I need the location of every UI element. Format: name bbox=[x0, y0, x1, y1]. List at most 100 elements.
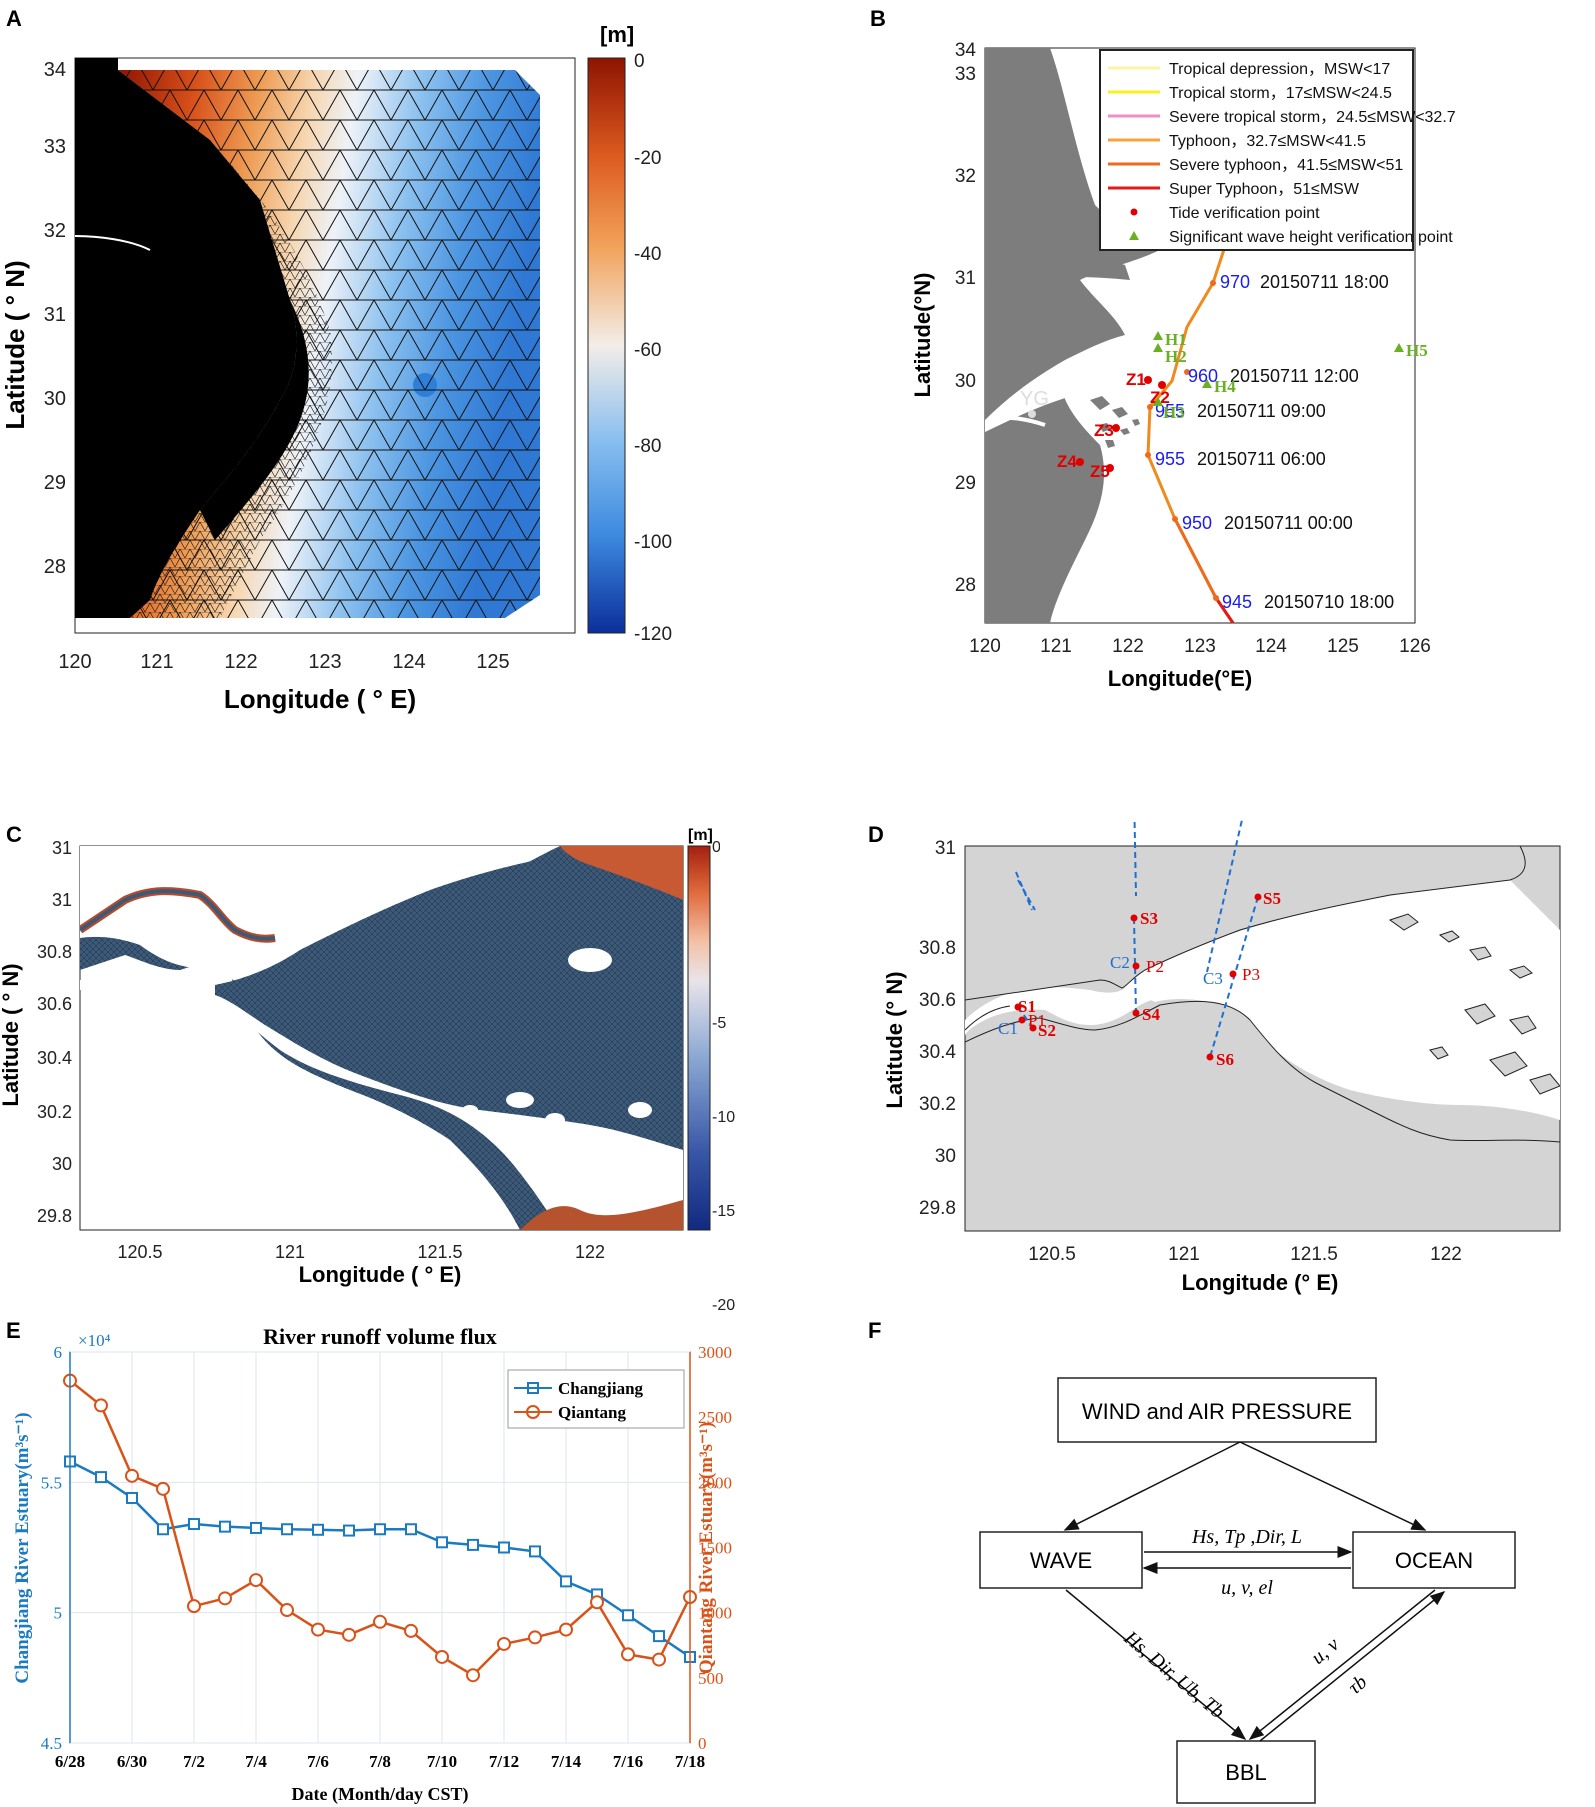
point-changjiang bbox=[653, 1630, 665, 1643]
point-qiantang bbox=[466, 1668, 480, 1683]
cbar-tick: 0 bbox=[712, 839, 720, 856]
cbar-tick: -20 bbox=[712, 1297, 736, 1314]
tick: 120 bbox=[969, 636, 1001, 657]
x-tick-label: 7/10 bbox=[427, 1752, 457, 1771]
legend-item: Severe typhoon，41.5≤MSW<51 bbox=[1169, 157, 1403, 174]
section-label-c1: C1 bbox=[998, 1019, 1018, 1038]
tick: 125 bbox=[1327, 636, 1359, 657]
tide-points: Z1 Z2 Z3 Z4 Z5 bbox=[1057, 370, 1170, 481]
point-qiantang bbox=[187, 1599, 201, 1614]
x-tick-label: 6/28 bbox=[55, 1752, 85, 1771]
point-changjiang bbox=[529, 1545, 541, 1558]
x-tick-label: 7/18 bbox=[675, 1752, 705, 1771]
tick: 121.5 bbox=[1290, 1244, 1338, 1265]
typhoon-track bbox=[1145, 224, 1235, 624]
tick: 28 bbox=[955, 575, 976, 596]
city-label: YG bbox=[1020, 388, 1049, 410]
section-label-c2: C2 bbox=[1110, 953, 1130, 972]
point-qiantang bbox=[435, 1649, 449, 1664]
point-changjiang bbox=[250, 1521, 262, 1534]
pressure-960: 960 bbox=[1188, 366, 1218, 386]
station-s1: S1 bbox=[1018, 997, 1036, 1016]
wave-h5: H5 bbox=[1406, 341, 1428, 360]
chart-left-exponent: ×10⁴ bbox=[78, 1331, 111, 1350]
station-s6: S6 bbox=[1216, 1050, 1234, 1069]
time-950: 20150711 00:00 bbox=[1224, 513, 1353, 533]
x-tick-label: 7/4 bbox=[245, 1752, 267, 1771]
tick: 33 bbox=[955, 64, 976, 85]
tick: 30 bbox=[44, 388, 66, 410]
legend-changjiang: Changjiang bbox=[558, 1379, 644, 1398]
cbar-tick: -5 bbox=[712, 1015, 727, 1032]
legend-item: Super Typhoon，51≤MSW bbox=[1169, 181, 1360, 198]
legend-item: Significant wave height verification poi… bbox=[1169, 229, 1453, 246]
pressure-955b: 955 bbox=[1155, 449, 1185, 469]
panel-d-xlabel: Longitude (° E) bbox=[1182, 1270, 1339, 1295]
box-wave-label: WAVE bbox=[1030, 1548, 1092, 1573]
point-p1: P1 bbox=[1028, 1011, 1046, 1030]
cbar-tick: 0 bbox=[634, 51, 645, 72]
tick: 30 bbox=[955, 371, 976, 392]
panel-c-colorbar bbox=[687, 845, 711, 1231]
panel-e-runoff-chart: 6/28 6/30 7/2 7/4 7/6 7/8 7/10 7/12 7/14 7/16 7/18… bbox=[12, 1324, 732, 1805]
point-changjiang bbox=[436, 1536, 448, 1549]
point-p2: P2 bbox=[1146, 957, 1164, 976]
point-qiantang bbox=[652, 1652, 666, 1667]
wave-h1: H1 bbox=[1165, 330, 1187, 349]
tick: 121 bbox=[1040, 636, 1072, 657]
tide-z4: Z4 bbox=[1057, 452, 1077, 471]
panel-b-typhoon-track: 970 20150711 18:00 960 20150711 12:00 95… bbox=[910, 40, 1456, 691]
point-qiantang bbox=[125, 1468, 139, 1483]
tick: 120 bbox=[58, 651, 91, 673]
point-qiantang bbox=[218, 1591, 232, 1606]
panel-a-ylabel: Latitude ( ° N) bbox=[0, 260, 30, 429]
point-labels: P1 P2 P3 bbox=[1028, 957, 1260, 1030]
point-changjiang bbox=[188, 1518, 200, 1531]
point-changjiang bbox=[498, 1541, 510, 1554]
panel-label-b: B bbox=[870, 6, 886, 31]
tick: 30.8 bbox=[919, 938, 956, 959]
point-qiantang bbox=[590, 1595, 604, 1610]
point-qiantang bbox=[528, 1630, 542, 1645]
panel-label-f: F bbox=[868, 1318, 882, 1343]
station-s4: S4 bbox=[1142, 1005, 1160, 1024]
panel-c-ylabel: Latitude ( ° N) bbox=[0, 963, 23, 1106]
track-labels: 970 20150711 18:00 960 20150711 12:00 95… bbox=[1155, 272, 1394, 612]
panel-a-colorbar-unit: [m] bbox=[600, 22, 634, 47]
cbar-tick: -15 bbox=[712, 1203, 736, 1220]
point-changjiang bbox=[95, 1471, 107, 1484]
panel-c-colorbar-unit: [m] bbox=[688, 827, 713, 844]
panel-d-y-ticks: 29.8 30 30.2 30.4 30.6 30.8 31 bbox=[919, 838, 956, 1219]
tick: 29.8 bbox=[919, 1198, 956, 1219]
tick: 29 bbox=[955, 473, 976, 494]
point-qiantang bbox=[497, 1636, 511, 1651]
section-c3 bbox=[1206, 820, 1243, 973]
panel-c-y-ticks: 29.8 30 30.2 30.4 30.6 30.8 31 31 bbox=[37, 838, 72, 1226]
right-tick-label: 1000 bbox=[698, 1604, 732, 1623]
right-tick-label: 2000 bbox=[698, 1473, 732, 1492]
tick: 32 bbox=[44, 220, 66, 242]
tick: 124 bbox=[1255, 636, 1287, 657]
tick: 30.2 bbox=[37, 1102, 72, 1122]
panel-label-d: D bbox=[868, 822, 884, 847]
tick: 31 bbox=[52, 838, 72, 858]
tick: 31 bbox=[935, 838, 956, 859]
panel-a-x-ticks: 120 121 122 123 124 125 bbox=[58, 651, 509, 673]
x-tick-label: 7/14 bbox=[551, 1752, 582, 1771]
label-bbl-to-ocean: τb bbox=[1344, 1671, 1371, 1699]
left-tick-label: 6 bbox=[54, 1343, 63, 1362]
tick: 125 bbox=[476, 651, 509, 673]
tick: 122 bbox=[1112, 636, 1144, 657]
legend-item: Typhoon，32.7≤MSW<41.5 bbox=[1169, 133, 1366, 150]
x-tick-label: 7/12 bbox=[489, 1752, 519, 1771]
city-dot bbox=[1028, 410, 1036, 418]
time-955a: 20150711 09:00 bbox=[1197, 401, 1326, 421]
tick: 122 bbox=[1430, 1244, 1462, 1265]
right-tick-label: 500 bbox=[698, 1669, 724, 1688]
tick: 30.2 bbox=[919, 1094, 956, 1115]
tick: 29 bbox=[44, 472, 66, 494]
cbar-tick: -60 bbox=[634, 340, 661, 361]
tide-z2: Z2 bbox=[1150, 388, 1170, 407]
point-qiantang bbox=[342, 1627, 356, 1642]
point-changjiang bbox=[405, 1523, 417, 1536]
